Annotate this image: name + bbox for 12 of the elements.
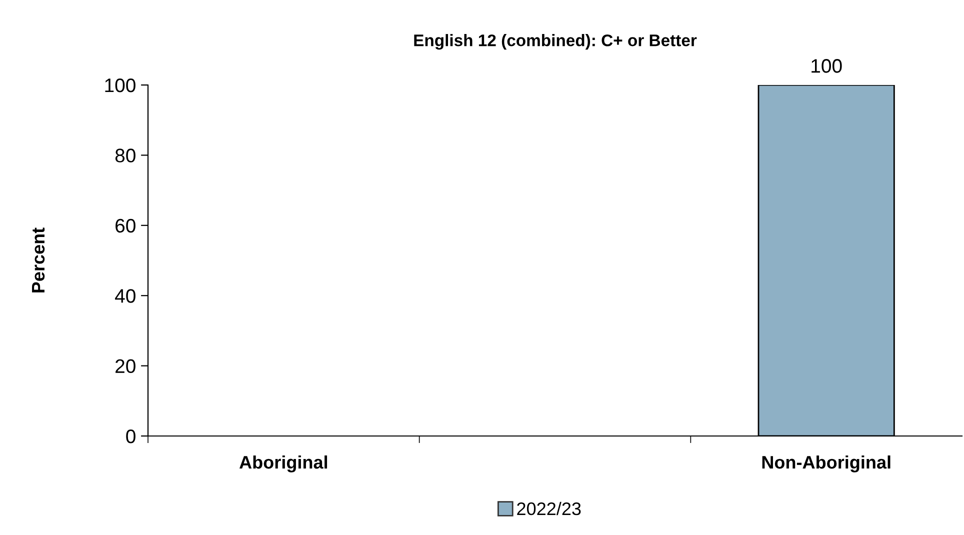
data-label: 100 [812,59,842,73]
y-tick-label: 20 [116,359,136,374]
y-tick-label: 40 [115,289,136,303]
legend-label: 2022/23 [517,502,581,516]
y-axis-title: Percent [32,228,45,292]
x-tick-label: Non-Aboriginal [762,455,890,472]
y-tick-label: 60 [116,218,136,233]
y-tick-label: 80 [115,148,136,162]
chart-title: English 12 (combined): C+ or Better [414,34,697,50]
y-tick-label: 0 [126,429,136,444]
x-tick-label: Aboriginal [239,455,328,472]
y-tick-label: 100 [105,78,136,92]
